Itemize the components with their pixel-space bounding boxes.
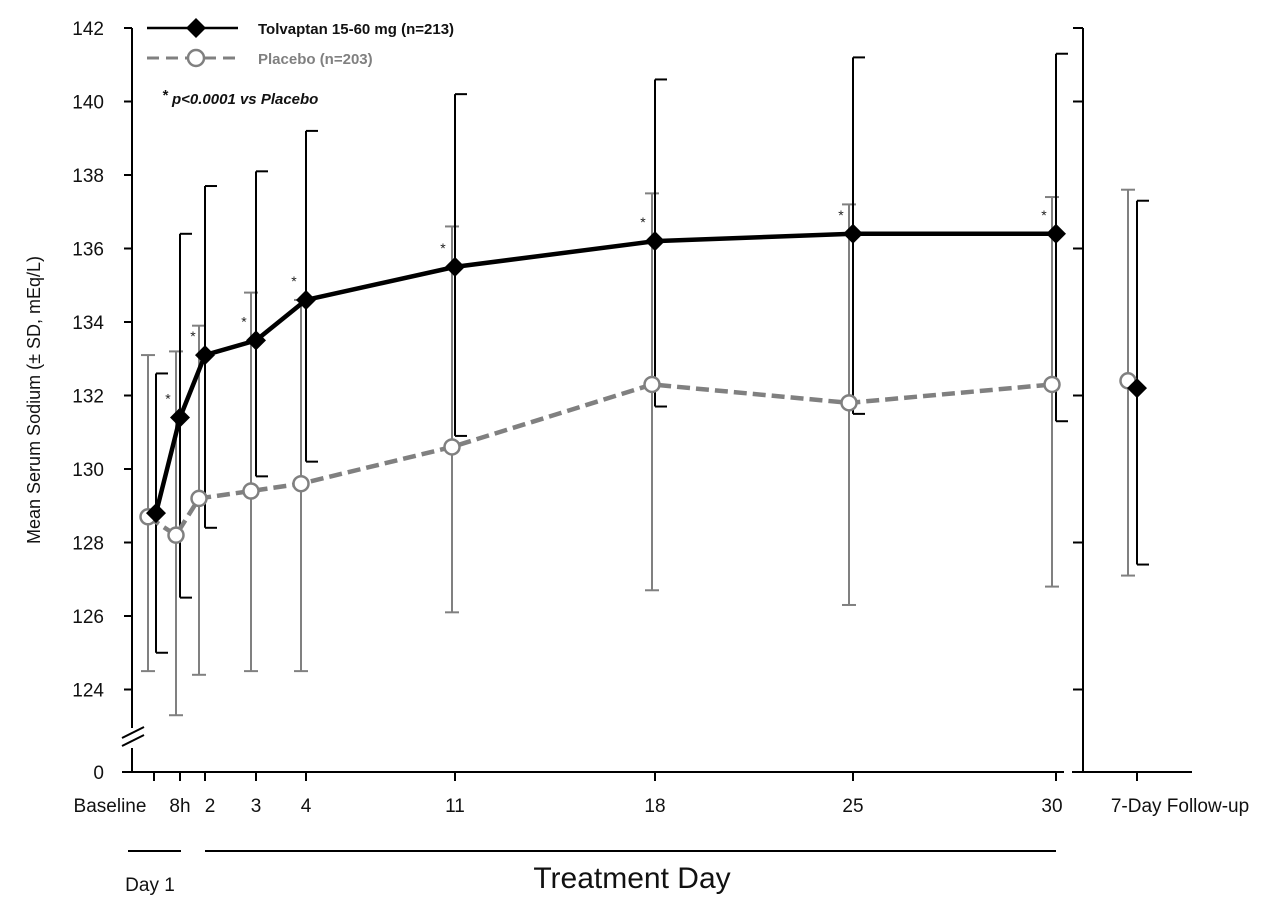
significance-star: * bbox=[1041, 207, 1047, 223]
tolvaptan-point bbox=[146, 503, 166, 524]
legend-item-tolvaptan: Tolvaptan 15-60 mg (n=213) bbox=[147, 18, 454, 38]
x-tick-label: 30 bbox=[1041, 796, 1062, 817]
y-axis-title: Mean Serum Sodium (± SD, mEq/L) bbox=[24, 256, 44, 544]
significance-note: * p<0.0001 vs Placebo bbox=[162, 87, 318, 108]
placebo-point bbox=[190, 489, 208, 508]
significance-star: * bbox=[838, 207, 844, 223]
x-tick-label: 25 bbox=[842, 796, 863, 817]
significance-markers: * * * * * * * * bbox=[165, 207, 1047, 407]
tolvaptan-point bbox=[246, 330, 266, 351]
x-tick-label: 2 bbox=[205, 796, 216, 817]
significance-note-text: p<0.0001 vs Placebo bbox=[171, 91, 318, 108]
y-tick-label: 128 bbox=[72, 534, 104, 555]
y-tick-label: 124 bbox=[72, 681, 104, 702]
placebo-point bbox=[167, 526, 185, 544]
significance-star: * bbox=[440, 240, 446, 256]
tolvaptan-point bbox=[195, 345, 215, 366]
day1-label: Day 1 bbox=[125, 875, 175, 896]
significance-star: * bbox=[291, 273, 297, 289]
legend-label-placebo: Placebo (n=203) bbox=[258, 51, 373, 68]
legend: Tolvaptan 15-60 mg (n=213) Placebo (n=20… bbox=[147, 18, 454, 108]
significance-star: * bbox=[241, 313, 247, 329]
diamond-marker-icon bbox=[186, 18, 206, 38]
markers bbox=[139, 223, 1147, 544]
y-tick-label: 134 bbox=[72, 313, 104, 334]
tolvaptan-point bbox=[843, 223, 863, 244]
placebo-point bbox=[840, 394, 858, 412]
legend-label-tolvaptan: Tolvaptan 15-60 mg (n=213) bbox=[258, 21, 454, 38]
significance-star: * bbox=[165, 391, 171, 407]
significance-star: * bbox=[640, 214, 646, 230]
placebo-point bbox=[242, 482, 260, 500]
x-tick-label: 8h bbox=[169, 796, 190, 817]
tolvaptan-point bbox=[445, 256, 465, 277]
y-tick-label: 136 bbox=[72, 240, 104, 261]
x-tick-label: 3 bbox=[251, 796, 262, 817]
tolvaptan-point bbox=[1127, 378, 1147, 399]
x-tick-label: 18 bbox=[644, 796, 665, 817]
x-tick-label: 11 bbox=[445, 796, 465, 817]
placebo-line bbox=[146, 382, 1053, 539]
axis-break-mark bbox=[121, 726, 145, 739]
y-tick-label: 132 bbox=[72, 387, 104, 408]
axes: 142 140 138 136 134 132 130 128 126 124 0 Baseline 8… bbox=[72, 19, 1249, 817]
significance-star: * bbox=[162, 87, 169, 104]
y-tick-label: 138 bbox=[72, 166, 104, 187]
x-tick-label: 4 bbox=[301, 796, 312, 817]
significance-star: * bbox=[190, 328, 196, 344]
y-tick-label-zero: 0 bbox=[93, 763, 104, 784]
placebo-point bbox=[1043, 375, 1061, 394]
y-tick-label: 126 bbox=[72, 607, 104, 628]
series-lines bbox=[146, 231, 1056, 539]
y-tick-label: 142 bbox=[72, 19, 104, 40]
x-tick-label: Baseline bbox=[74, 796, 147, 817]
placebo-point bbox=[292, 474, 310, 493]
x-axis-title: Treatment Day bbox=[533, 862, 730, 895]
circle-marker-icon bbox=[186, 48, 206, 68]
tolvaptan-point bbox=[170, 407, 190, 428]
tolvaptan-point bbox=[296, 289, 316, 310]
x-tick-label: 7-Day Follow-up bbox=[1111, 796, 1249, 817]
axis-break-mark bbox=[121, 734, 145, 747]
placebo-point bbox=[643, 375, 661, 394]
y-tick-label: 140 bbox=[72, 93, 104, 114]
legend-item-placebo: Placebo (n=203) bbox=[147, 48, 373, 68]
tolvaptan-point bbox=[1046, 223, 1066, 244]
placebo-point bbox=[443, 438, 461, 456]
y-tick-label: 130 bbox=[72, 460, 104, 481]
tolvaptan-point bbox=[645, 231, 665, 252]
